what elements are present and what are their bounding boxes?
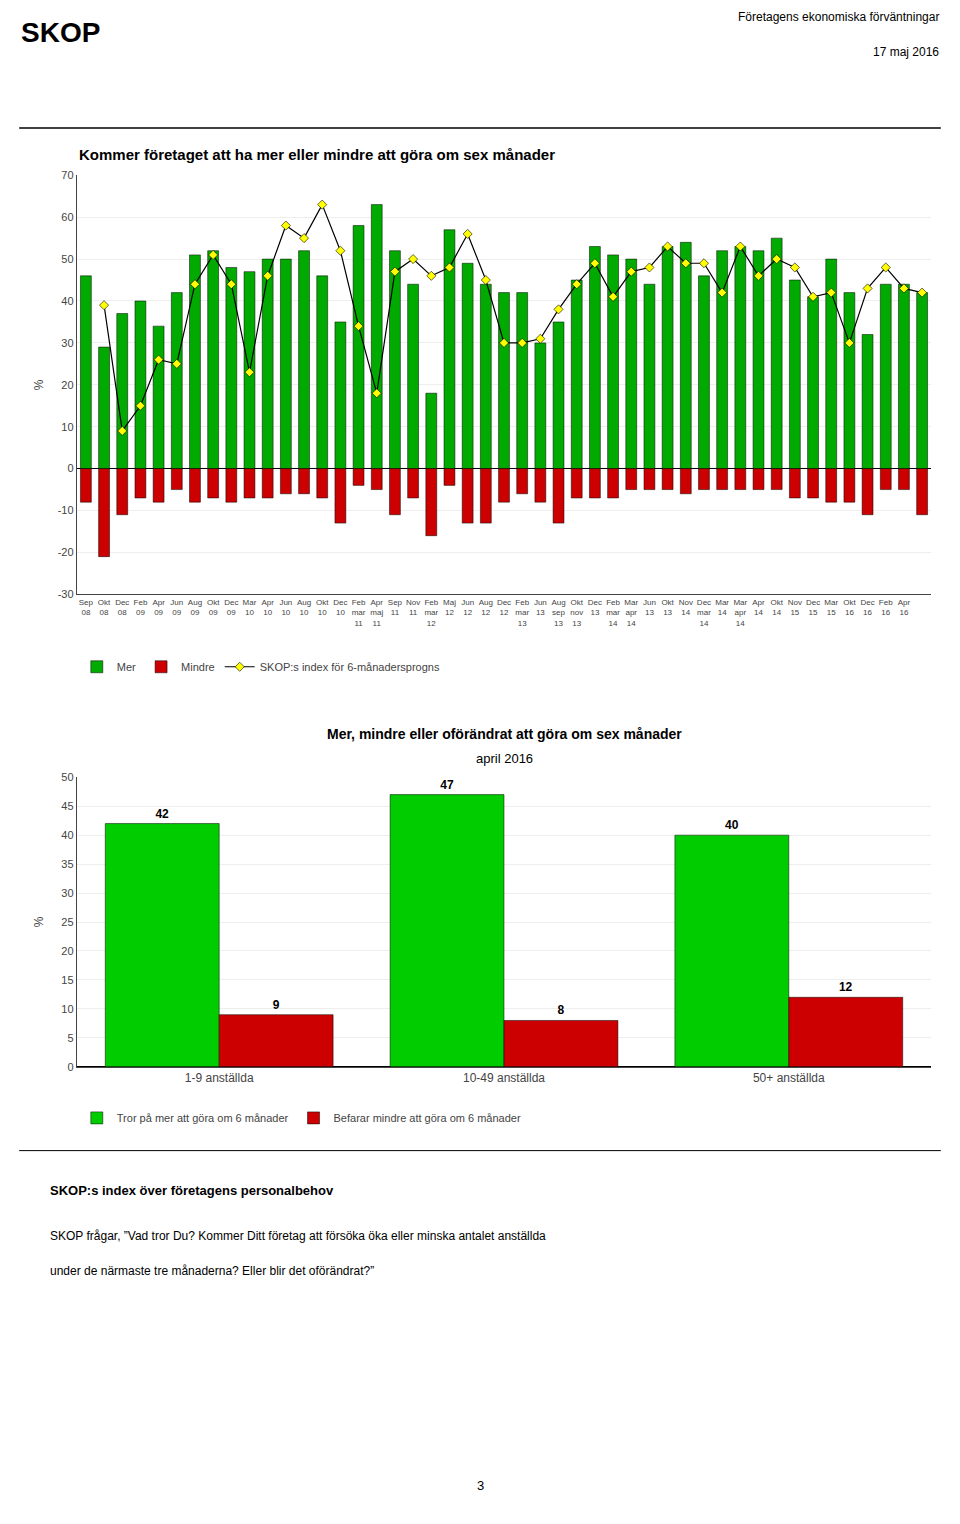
svg-text:8: 8 [557, 1003, 564, 1017]
svg-text:40: 40 [61, 295, 73, 307]
svg-text:Nov11: Nov11 [406, 598, 420, 617]
svg-text:Mer, mindre eller oförändrat a: Mer, mindre eller oförändrat att göra om… [327, 726, 682, 742]
svg-text:3: 3 [477, 1478, 484, 1493]
svg-text:SKOP: SKOP [21, 17, 100, 48]
svg-text:SKOP:s index över företagens p: SKOP:s index över företagens personalbeh… [50, 1183, 334, 1198]
svg-text:Febmar14: Febmar14 [606, 598, 620, 628]
svg-text:Okt09: Okt09 [207, 598, 220, 617]
svg-text:25: 25 [61, 916, 73, 928]
svg-text:Maj12: Maj12 [443, 598, 456, 617]
svg-text:Feb16: Feb16 [879, 598, 893, 617]
svg-text:SKOP frågar, ”Vad tror Du? Kom: SKOP frågar, ”Vad tror Du? Kommer Ditt f… [50, 1229, 546, 1243]
svg-text:Mar15: Mar15 [824, 598, 838, 617]
svg-text:45: 45 [61, 800, 73, 812]
svg-text:-30: -30 [58, 588, 74, 600]
svg-text:Dec16: Dec16 [860, 598, 874, 617]
svg-text:70: 70 [61, 169, 73, 181]
svg-text:Febmar13: Febmar13 [515, 598, 529, 628]
svg-text:Tror på mer att göra om 6 måna: Tror på mer att göra om 6 månader [117, 1112, 289, 1124]
svg-text:40: 40 [61, 829, 73, 841]
svg-text:Marapr14: Marapr14 [733, 598, 747, 628]
svg-text:60: 60 [61, 211, 73, 223]
svg-text:Decmar14: Decmar14 [697, 598, 711, 628]
svg-text:50: 50 [61, 771, 73, 783]
svg-text:Jun13: Jun13 [534, 598, 547, 617]
svg-text:Okt16: Okt16 [843, 598, 856, 617]
svg-text:Dec15: Dec15 [806, 598, 820, 617]
svg-text:Jun13: Jun13 [643, 598, 656, 617]
svg-text:15: 15 [61, 974, 73, 986]
svg-text:Nov15: Nov15 [788, 598, 802, 617]
svg-text:Mar14: Mar14 [715, 598, 729, 617]
svg-text:%: % [32, 379, 46, 390]
svg-text:-10: -10 [58, 504, 74, 516]
svg-text:47: 47 [440, 778, 454, 792]
svg-text:Apr16: Apr16 [898, 598, 911, 617]
svg-text:Dec08: Dec08 [115, 598, 129, 617]
svg-text:Kommer företaget att ha mer el: Kommer företaget att ha mer eller mindre… [79, 146, 555, 163]
svg-text:20: 20 [61, 379, 73, 391]
svg-text:Sep11: Sep11 [388, 598, 403, 617]
svg-text:Mar10: Mar10 [243, 598, 257, 617]
svg-text:april 2016: april 2016 [476, 751, 533, 766]
svg-text:Nov14: Nov14 [679, 598, 693, 617]
svg-text:10-49 anställda: 10-49 anställda [463, 1071, 545, 1085]
svg-text:Aug09: Aug09 [188, 598, 202, 617]
svg-text:Sep08: Sep08 [79, 598, 94, 617]
svg-text:Febmar12: Febmar12 [424, 598, 438, 628]
svg-text:-20: -20 [58, 546, 74, 558]
svg-text:0: 0 [67, 1061, 73, 1073]
svg-text:Marapr14: Marapr14 [624, 598, 638, 628]
svg-text:Augsep13: Augsep13 [551, 598, 565, 628]
svg-text:Okt13: Okt13 [661, 598, 674, 617]
svg-text:Mindre: Mindre [181, 661, 215, 673]
svg-text:Okt14: Okt14 [770, 598, 783, 617]
svg-text:Aug12: Aug12 [479, 598, 493, 617]
svg-text:Jun10: Jun10 [279, 598, 292, 617]
svg-text:Apr09: Apr09 [152, 598, 165, 617]
svg-text:20: 20 [61, 945, 73, 957]
svg-text:10: 10 [61, 421, 73, 433]
svg-text:30: 30 [61, 887, 73, 899]
svg-text:10: 10 [61, 1003, 73, 1015]
svg-text:SKOP:s index för 6-månaderspro: SKOP:s index för 6-månadersprogns [260, 661, 440, 673]
svg-text:Oktnov13: Oktnov13 [570, 598, 583, 628]
svg-text:50: 50 [61, 253, 73, 265]
svg-text:12: 12 [839, 980, 853, 994]
svg-text:Aprmaj11: Aprmaj11 [370, 598, 383, 628]
svg-text:Apr14: Apr14 [752, 598, 765, 617]
svg-text:Apr10: Apr10 [261, 598, 274, 617]
svg-text:Dec09: Dec09 [224, 598, 238, 617]
svg-text:Jun09: Jun09 [170, 598, 183, 617]
svg-text:35: 35 [61, 858, 73, 870]
svg-text:Dec12: Dec12 [497, 598, 511, 617]
svg-text:50+ anställda: 50+ anställda [753, 1071, 825, 1085]
svg-text:Okt08: Okt08 [98, 598, 111, 617]
svg-text:under de närmaste tre månadern: under de närmaste tre månaderna? Eller b… [50, 1264, 374, 1278]
svg-text:42: 42 [155, 807, 169, 821]
svg-text:0: 0 [67, 462, 73, 474]
svg-text:1-9 anställda: 1-9 anställda [185, 1071, 254, 1085]
svg-text:Dec10: Dec10 [333, 598, 347, 617]
svg-text:5: 5 [67, 1032, 73, 1044]
svg-text:Aug10: Aug10 [297, 598, 311, 617]
svg-text:40: 40 [725, 818, 739, 832]
svg-text:9: 9 [273, 998, 280, 1012]
svg-text:Befarar mindre att göra om 6 m: Befarar mindre att göra om 6 månader [334, 1112, 521, 1124]
svg-text:Jun12: Jun12 [461, 598, 474, 617]
svg-text:Företagens ekonomiska förväntn: Företagens ekonomiska förväntningar [738, 10, 939, 24]
svg-text:17 maj 2016: 17 maj 2016 [873, 45, 939, 59]
svg-text:Dec13: Dec13 [588, 598, 602, 617]
svg-text:Mer: Mer [117, 661, 136, 673]
svg-text:Feb09: Feb09 [134, 598, 148, 617]
svg-text:Febmar11: Febmar11 [352, 598, 366, 628]
svg-text:30: 30 [61, 337, 73, 349]
svg-text:Okt10: Okt10 [316, 598, 329, 617]
svg-text:%: % [32, 916, 46, 927]
